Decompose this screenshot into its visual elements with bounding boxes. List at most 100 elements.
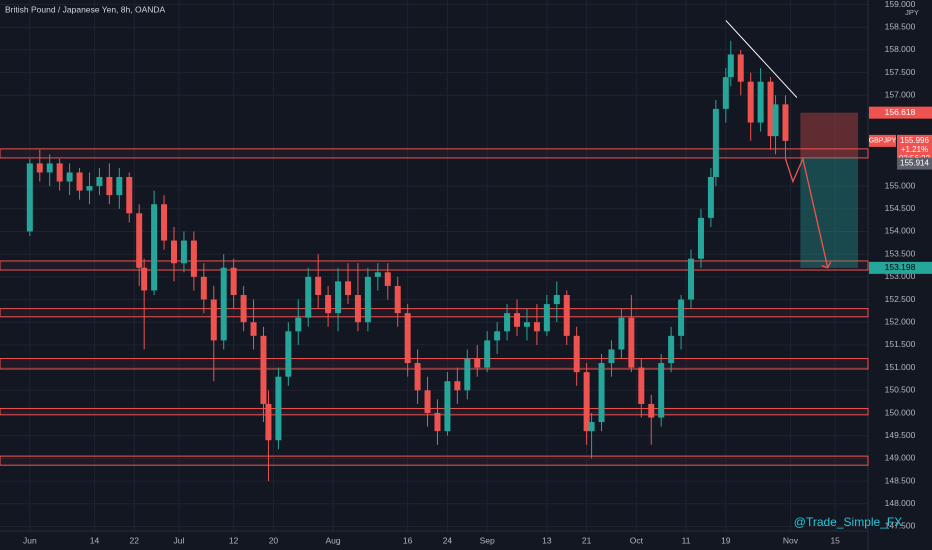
level-zone — [0, 455, 869, 466]
candle-body — [484, 340, 491, 368]
candle-body — [190, 240, 197, 277]
candle-body — [136, 213, 143, 268]
candle-body — [66, 172, 73, 182]
level-zone — [0, 358, 869, 370]
candle-body — [434, 413, 441, 432]
candle-body — [180, 240, 187, 264]
level-zone — [0, 308, 869, 318]
candle-body — [712, 108, 719, 177]
y-tick-label: 151.000 — [885, 362, 916, 372]
level-zone — [0, 148, 869, 159]
candle-body — [240, 295, 247, 323]
target-zone — [800, 157, 859, 268]
x-tick-label: Sep — [480, 535, 495, 545]
candle-body — [384, 272, 391, 286]
watermark: @Trade_Simple_FX — [794, 515, 902, 529]
candle-body — [757, 81, 764, 123]
candle-body — [494, 331, 501, 341]
change-label: +1.21% — [901, 145, 928, 154]
candle-body — [161, 204, 168, 241]
candle-body — [46, 163, 53, 173]
candle-body — [638, 367, 645, 404]
y-tick-label: 154.500 — [885, 203, 916, 213]
level-zone — [0, 260, 869, 271]
candle-body — [374, 272, 381, 277]
x-tick-label: 12 — [229, 535, 239, 545]
candle-body — [250, 322, 257, 336]
candle-body — [618, 317, 625, 350]
price-label: 155.996 — [900, 136, 929, 145]
candle-body — [285, 331, 292, 377]
target-tag-label: 153.198 — [885, 262, 916, 272]
candle-body — [344, 281, 351, 295]
y-tick-label: 153.000 — [885, 271, 916, 281]
candle-body — [210, 299, 217, 341]
candle-body — [404, 313, 411, 364]
candle-body — [354, 295, 361, 323]
candle-body — [454, 381, 461, 391]
candle-body — [116, 177, 123, 196]
trendline — [725, 20, 798, 98]
candle-body — [747, 81, 754, 123]
candle-body — [126, 177, 133, 214]
candle-body — [608, 349, 615, 364]
candle-body — [444, 381, 451, 432]
x-tick-label: 15 — [830, 535, 840, 545]
candle-body — [106, 177, 113, 196]
y-tick-label: 152.500 — [885, 294, 916, 304]
bid-label: 155.914 — [900, 159, 929, 168]
candle-body — [200, 276, 207, 300]
candle-body — [573, 335, 580, 373]
candle-body — [598, 363, 605, 423]
y-tick-label: 150.500 — [885, 385, 916, 395]
candle-body — [265, 403, 272, 441]
candle-body — [678, 299, 685, 336]
y-tick-label: 157.000 — [885, 90, 916, 100]
candle-body — [772, 104, 779, 137]
candle-body — [141, 267, 148, 291]
currency-label: JPY — [905, 8, 919, 17]
y-tick-label: 154.000 — [885, 226, 916, 236]
y-tick-label: 150.000 — [885, 407, 916, 417]
stop-tag-label: 156.618 — [885, 107, 916, 117]
candle-body — [96, 177, 103, 187]
x-tick-label: 20 — [269, 535, 279, 545]
y-tick-label: 152.000 — [885, 316, 916, 326]
candle-body — [464, 358, 471, 391]
candle-body — [474, 358, 481, 368]
candle-body — [260, 335, 267, 404]
candle-body — [707, 177, 714, 218]
x-tick-label: 21 — [582, 535, 592, 545]
projection — [784, 156, 829, 268]
candle-body — [563, 295, 570, 336]
candle-body — [76, 172, 83, 191]
candle-body — [230, 267, 237, 295]
candle-body — [325, 295, 332, 314]
stop-zone — [800, 112, 859, 158]
y-tick-label: 159.000 — [885, 0, 916, 9]
x-tick-label: Nov — [783, 535, 799, 545]
x-tick-label: Jul — [174, 535, 185, 545]
candle-body — [151, 204, 158, 291]
candle-body — [414, 363, 421, 391]
candle-body — [553, 295, 560, 305]
candle-body — [697, 217, 704, 259]
candle-body — [364, 276, 371, 323]
candle-body — [737, 54, 744, 82]
candle-body — [335, 281, 342, 314]
y-tick-label: 149.500 — [885, 430, 916, 440]
y-tick-label: 158.000 — [885, 44, 916, 54]
candle-body — [275, 376, 282, 441]
y-tick-label: 157.500 — [885, 67, 916, 77]
y-tick-label: 148.500 — [885, 475, 916, 485]
candle-body — [86, 186, 93, 191]
x-tick-label: Oct — [630, 535, 644, 545]
y-tick-label: 158.500 — [885, 21, 916, 31]
x-tick-label: Aug — [326, 535, 341, 545]
candle-body — [583, 372, 590, 432]
stop-tag — [869, 106, 932, 119]
candle-body — [504, 313, 511, 332]
